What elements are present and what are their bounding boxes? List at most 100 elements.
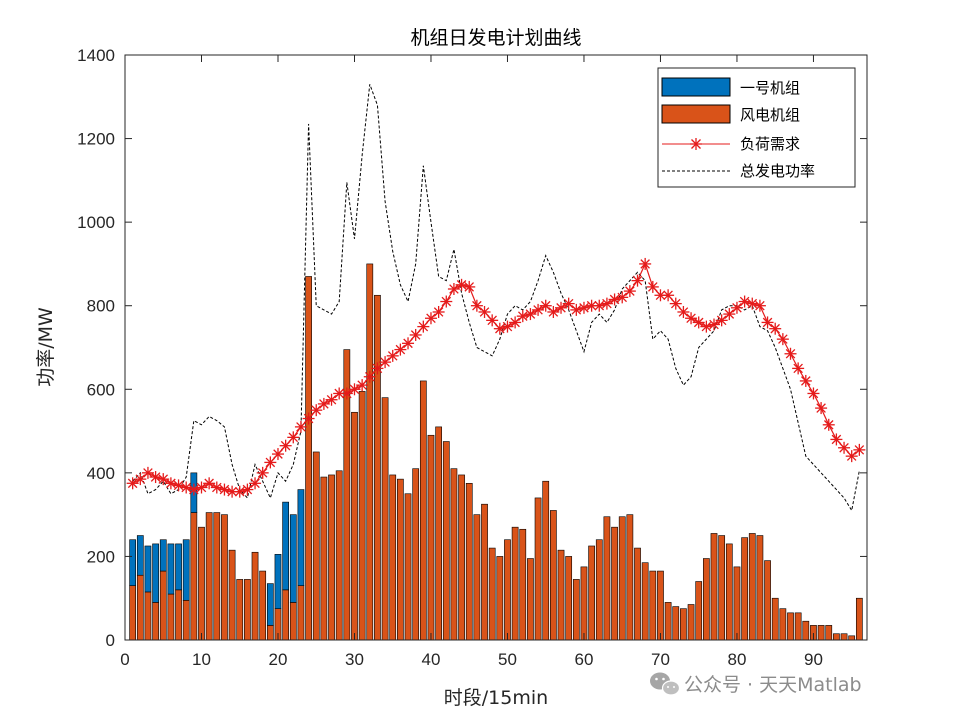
point-load-79 [723,308,736,321]
point-load-8 [180,481,193,494]
bar-wind-27 [328,474,335,641]
point-load-94 [838,441,851,454]
bar-wind-82 [748,533,756,641]
x-tick-label-10: 10 [192,650,211,669]
point-load-67 [631,274,644,287]
bar-wind-58 [565,556,573,641]
point-load-86 [776,333,789,346]
point-load-68 [639,257,652,270]
axes [124,54,868,641]
point-load-13 [218,483,231,496]
point-load-18 [256,466,269,479]
x-tick-label-40: 40 [422,650,441,669]
point-load-22 [287,431,300,444]
y-tick-label-1000: 1000 [77,213,115,232]
x-tick-label-70: 70 [651,650,670,669]
bar-wind-50 [504,539,511,641]
point-load-70 [654,289,667,302]
bar-wind-91 [817,625,825,641]
point-load-92 [822,418,835,431]
bar-wind-69 [649,570,657,641]
bar-wind-48 [488,547,496,641]
point-load-66 [623,285,636,298]
bar-wind-42 [442,441,450,641]
point-load-6 [164,477,177,490]
bar-wind-35 [389,474,397,641]
bar-wind-94 [840,633,848,641]
point-load-93 [830,433,843,446]
point-load-85 [769,322,782,335]
stacked-bars [129,263,863,641]
bar-wind-49 [496,556,504,641]
point-load-42 [440,295,453,308]
point-load-90 [807,387,820,400]
bar-wind-28 [335,470,343,641]
bar-wind-81 [741,537,748,641]
bar-wind-55 [542,480,550,641]
point-load-84 [761,316,774,329]
point-load-73 [677,305,690,318]
point-load-19 [264,456,277,469]
point-load-48 [486,314,499,327]
bar-wind-32 [366,263,374,641]
bar-wind-63 [603,516,611,641]
y-tick-label-1400: 1400 [77,46,115,65]
x-tick-label-20: 20 [269,650,288,669]
point-load-61 [585,299,598,312]
legend-marker-load [690,138,702,150]
point-load-62 [593,299,606,312]
bar-wind-34 [381,397,389,641]
x-axis-ticks: 0 10 20 30 40 50 60 70 80 90 [120,55,823,669]
point-load-16 [241,483,254,496]
bar-wind-66 [626,514,634,641]
bar-wind-25 [312,451,320,641]
bar-wind-10 [198,526,205,641]
point-load-31 [356,379,369,392]
point-load-44 [455,278,468,291]
point-load-27 [325,393,338,406]
bar-wind-22 [289,602,297,641]
point-load-35 [386,349,399,362]
bar-unit1-8 [182,539,190,601]
bar-wind-36 [397,478,404,641]
bar-wind-79 [725,543,733,641]
point-load-76 [700,320,713,333]
bar-wind-80 [733,566,741,641]
bar-wind-41 [435,426,442,641]
point-load-4 [149,471,162,484]
bar-wind-89 [802,620,810,641]
bar-wind-92 [825,625,833,641]
watermark-text: 公众号 · 天天Matlab [684,674,862,696]
point-load-78 [715,314,728,327]
y-tick-label-1200: 1200 [77,130,115,149]
point-load-60 [577,301,590,314]
y-axis-title: 功率/MW [35,307,57,387]
y-axis-ticks: 0 200 400 600 800 1000 1200 1400 [77,46,867,650]
bar-unit1-2 [136,535,144,576]
bar-unit1-1 [129,539,137,586]
line-series [126,84,866,512]
bar-unit1-22 [289,514,297,603]
point-load-71 [662,289,675,302]
bar-wind-71 [664,602,672,641]
x-tick-label-30: 30 [345,650,364,669]
bar-wind-39 [419,380,427,641]
bar-wind-83 [756,535,764,641]
x-tick-label-90: 90 [804,650,823,669]
bar-wind-9 [190,512,198,641]
bar-wind-62 [595,539,603,641]
bar-wind-18 [259,570,267,641]
point-load-24 [302,412,315,425]
y-tick-label-400: 400 [87,464,115,483]
bar-wind-95 [848,635,856,641]
legend: 一号机组 风电机组 负荷需求 总发电功率 [657,67,856,188]
point-load-81 [738,295,751,308]
bar-unit1-19 [266,583,274,626]
point-load-2 [134,473,147,486]
point-load-25 [310,404,323,417]
bar-wind-47 [481,503,488,641]
bar-wind-4 [152,602,159,641]
bar-wind-96 [855,597,863,641]
bar-wind-84 [764,560,771,641]
